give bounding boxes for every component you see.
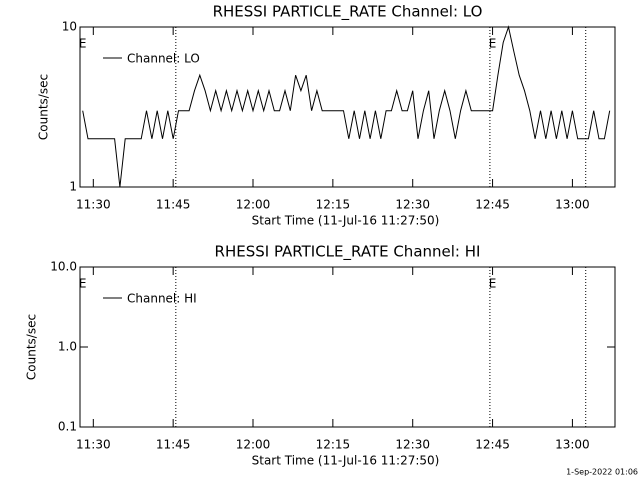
chart-title: RHESSI PARTICLE_RATE Channel: HI [215,243,481,262]
event-label: E [79,277,87,291]
x-tick-label: 12:00 [236,198,271,212]
y-tick-label: 1 [69,180,77,194]
y-tick-label: 10.0 [50,260,77,274]
footer: 1-Sep-2022 01:06 [566,468,638,477]
data-line [82,25,611,188]
y-tick-label: 1.0 [58,340,77,354]
chart-title: RHESSI PARTICLE_RATE Channel: LO [213,3,483,22]
x-tick-label: 11:45 [156,198,191,212]
y-axis-title: Counts/sec [37,74,51,140]
x-tick-label: 11:45 [156,438,191,452]
event-label: E [489,277,497,291]
x-tick-label: 12:00 [236,438,271,452]
x-tick-label: 12:45 [475,438,510,452]
plot-frame [79,26,616,188]
x-tick-label: 12:15 [316,438,351,452]
y-axis-title: Counts/sec [25,314,39,380]
x-tick-label: 11:30 [76,198,111,212]
x-tick-label: 12:30 [395,438,430,452]
x-tick-label: 11:30 [76,438,111,452]
x-axis-title: Start Time (11-Jul-16 11:27:50) [252,454,440,468]
y-tick-label: 0.1 [58,420,77,434]
x-tick-label: 12:15 [316,198,351,212]
x-tick-label: 13:00 [555,198,590,212]
x-axis-title: Start Time (11-Jul-16 11:27:50) [252,214,440,228]
legend-label: Channel: HI [127,292,197,306]
x-tick-label: 12:30 [395,198,430,212]
event-label: E [79,37,87,51]
x-tick-label: 13:00 [555,438,590,452]
x-tick-label: 12:45 [475,198,510,212]
event-label: E [489,37,497,51]
y-tick-label: 10 [62,20,77,34]
legend-label: Channel: LO [127,52,200,66]
